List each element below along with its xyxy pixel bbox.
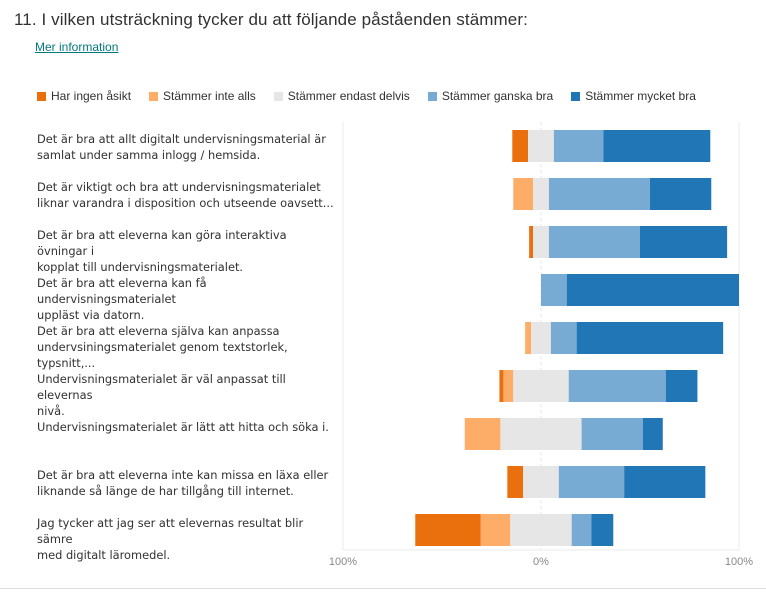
row-label: Jag tycker att jag ser att elevernas res…: [37, 516, 304, 562]
legend-item: Stämmer endast delvis: [273, 89, 410, 103]
legend-label: Stämmer inte alls: [163, 89, 256, 103]
bar-segment[interactable]: [533, 178, 549, 210]
legend-label: Stämmer endast delvis: [287, 89, 410, 103]
bar-segment[interactable]: [464, 418, 501, 450]
bar-segment[interactable]: [513, 370, 569, 402]
legend-item: Stämmer ganska bra: [427, 89, 554, 103]
question-title: 11. I vilken utsträckning tycker du att …: [14, 10, 528, 29]
bar-segment[interactable]: [528, 130, 554, 162]
legend-swatch: [37, 91, 46, 101]
bar-segment[interactable]: [603, 130, 711, 162]
legend-label: Har ingen åsikt: [51, 89, 132, 103]
bar-segment[interactable]: [624, 466, 706, 498]
bar-segment[interactable]: [529, 226, 534, 258]
row-label: Det är bra att eleverna inte kan missa e…: [37, 468, 329, 498]
bar-segment[interactable]: [525, 322, 532, 354]
row-label: Det är bra att eleverna kan göra interak…: [37, 228, 287, 274]
row-label: Det är bra att allt digitalt undervisnin…: [37, 132, 326, 162]
bar-segment[interactable]: [531, 322, 551, 354]
bar-segment[interactable]: [640, 226, 728, 258]
chart-legend: Har ingen åsikt Stämmer inte alls Stämmer …: [37, 89, 714, 103]
bar-segment[interactable]: [548, 178, 650, 210]
bar-segment[interactable]: [507, 466, 524, 498]
legend-label: Stämmer mycket bra: [585, 89, 696, 103]
bar-segment[interactable]: [499, 370, 504, 402]
bar-segment[interactable]: [503, 370, 514, 402]
legend-label: Stämmer ganska bra: [441, 89, 554, 103]
bar-segment[interactable]: [500, 418, 582, 450]
row-label: Det är viktigt och bra att undervisnings…: [37, 180, 334, 210]
row-label: Undervisningsmaterialet är väl anpassat …: [37, 372, 286, 418]
divider: [0, 588, 766, 589]
bar-segment[interactable]: [512, 130, 529, 162]
x-tick-label: 100%: [725, 556, 753, 568]
bar-segment[interactable]: [510, 514, 572, 546]
bar-segment[interactable]: [523, 466, 559, 498]
legend-swatch: [273, 91, 283, 101]
bar-segment[interactable]: [571, 514, 592, 546]
bar-segment[interactable]: [480, 514, 511, 546]
legend-item: Stämmer inte alls: [149, 89, 256, 103]
bar-segment[interactable]: [553, 130, 604, 162]
bar-segment[interactable]: [576, 322, 724, 354]
x-tick-label: 0%: [533, 556, 549, 568]
row-label: Det är bra att eleverna kan få undervisn…: [37, 276, 207, 322]
x-tick-label: 100%: [329, 556, 357, 568]
bar-segment[interactable]: [568, 370, 666, 402]
bar-segment[interactable]: [541, 274, 567, 306]
bar-segment[interactable]: [642, 418, 663, 450]
more-info-link[interactable]: Mer information: [35, 40, 119, 54]
bar-segment[interactable]: [581, 418, 643, 450]
bar-segment[interactable]: [548, 226, 640, 258]
bar-segment[interactable]: [513, 178, 534, 210]
bar-segment[interactable]: [566, 274, 739, 306]
legend-item: Stämmer mycket bra: [571, 89, 696, 103]
legend-swatch: [427, 91, 437, 101]
bar-segment[interactable]: [649, 178, 712, 210]
bar-segment[interactable]: [415, 514, 481, 546]
legend-item: Har ingen åsikt: [37, 89, 131, 103]
bar-segment[interactable]: [665, 370, 698, 402]
row-label: Undervisningsmaterialet är lätt att hitt…: [37, 420, 329, 434]
legend-swatch: [571, 91, 581, 101]
bar-segment[interactable]: [558, 466, 625, 498]
legend-swatch: [149, 91, 159, 101]
bar-segment[interactable]: [591, 514, 614, 546]
bar-segment[interactable]: [533, 226, 549, 258]
row-label: Det är bra att eleverna själva kan anpas…: [37, 324, 288, 370]
bar-segment[interactable]: [550, 322, 577, 354]
